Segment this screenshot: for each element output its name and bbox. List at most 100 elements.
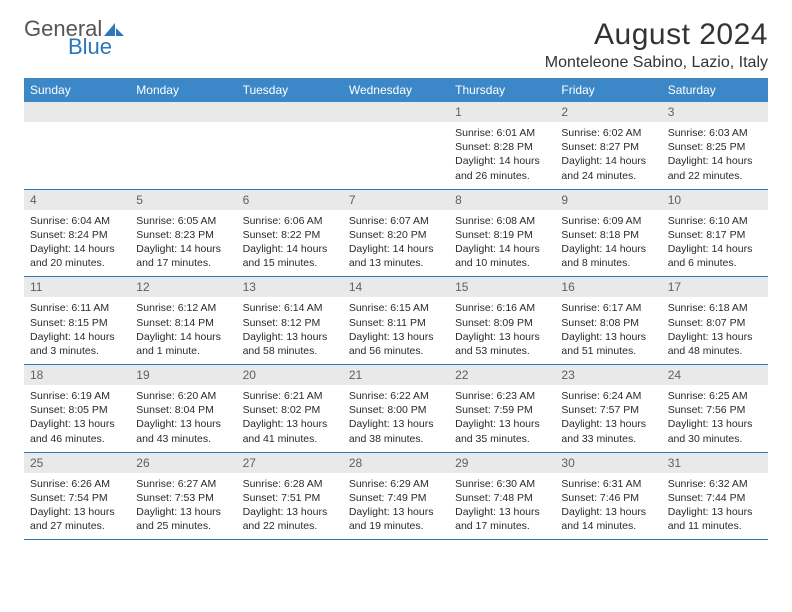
sunset-text: Sunset: 8:04 PM bbox=[136, 403, 230, 417]
calendar-week: 45678910Sunrise: 6:04 AMSunset: 8:24 PMD… bbox=[24, 190, 768, 278]
day-number: 5 bbox=[130, 190, 236, 210]
day-cell: Sunrise: 6:14 AMSunset: 8:12 PMDaylight:… bbox=[237, 297, 343, 364]
day-number: 10 bbox=[662, 190, 768, 210]
day2-text: and 58 minutes. bbox=[243, 344, 337, 358]
day-number: 23 bbox=[555, 365, 661, 385]
day1-text: Daylight: 14 hours bbox=[136, 242, 230, 256]
sunrise-text: Sunrise: 6:24 AM bbox=[561, 389, 655, 403]
calendar-week: 123Sunrise: 6:01 AMSunset: 8:28 PMDaylig… bbox=[24, 102, 768, 190]
sunset-text: Sunset: 8:19 PM bbox=[455, 228, 549, 242]
day2-text: and 53 minutes. bbox=[455, 344, 549, 358]
day-cell: Sunrise: 6:02 AMSunset: 8:27 PMDaylight:… bbox=[555, 122, 661, 189]
day-detail-row: Sunrise: 6:19 AMSunset: 8:05 PMDaylight:… bbox=[24, 385, 768, 452]
day2-text: and 33 minutes. bbox=[561, 432, 655, 446]
day1-text: Daylight: 14 hours bbox=[668, 154, 762, 168]
day1-text: Daylight: 14 hours bbox=[30, 330, 124, 344]
day-cell: Sunrise: 6:30 AMSunset: 7:48 PMDaylight:… bbox=[449, 473, 555, 540]
day2-text: and 19 minutes. bbox=[349, 519, 443, 533]
day-cell: Sunrise: 6:20 AMSunset: 8:04 PMDaylight:… bbox=[130, 385, 236, 452]
sunrise-text: Sunrise: 6:08 AM bbox=[455, 214, 549, 228]
day-cell: Sunrise: 6:25 AMSunset: 7:56 PMDaylight:… bbox=[662, 385, 768, 452]
day-cell: Sunrise: 6:11 AMSunset: 8:15 PMDaylight:… bbox=[24, 297, 130, 364]
day-number: 27 bbox=[237, 453, 343, 473]
col-wednesday: Wednesday bbox=[343, 78, 449, 102]
day-number: 4 bbox=[24, 190, 130, 210]
day-number: 29 bbox=[449, 453, 555, 473]
sunrise-text: Sunrise: 6:10 AM bbox=[668, 214, 762, 228]
sunrise-text: Sunrise: 6:03 AM bbox=[668, 126, 762, 140]
sunrise-text: Sunrise: 6:17 AM bbox=[561, 301, 655, 315]
day-number: 26 bbox=[130, 453, 236, 473]
sunset-text: Sunset: 8:28 PM bbox=[455, 140, 549, 154]
weekday-header-row: Sunday Monday Tuesday Wednesday Thursday… bbox=[24, 78, 768, 102]
day2-text: and 22 minutes. bbox=[243, 519, 337, 533]
day1-text: Daylight: 14 hours bbox=[349, 242, 443, 256]
sunset-text: Sunset: 7:44 PM bbox=[668, 491, 762, 505]
day2-text: and 20 minutes. bbox=[30, 256, 124, 270]
day1-text: Daylight: 14 hours bbox=[561, 242, 655, 256]
day2-text: and 10 minutes. bbox=[455, 256, 549, 270]
sunrise-text: Sunrise: 6:20 AM bbox=[136, 389, 230, 403]
day-detail-row: Sunrise: 6:26 AMSunset: 7:54 PMDaylight:… bbox=[24, 473, 768, 540]
col-friday: Friday bbox=[555, 78, 661, 102]
day2-text: and 26 minutes. bbox=[455, 169, 549, 183]
day-number-row: 123 bbox=[24, 102, 768, 122]
day2-text: and 38 minutes. bbox=[349, 432, 443, 446]
day1-text: Daylight: 13 hours bbox=[136, 417, 230, 431]
sunset-text: Sunset: 7:57 PM bbox=[561, 403, 655, 417]
sunset-text: Sunset: 7:51 PM bbox=[243, 491, 337, 505]
day2-text: and 17 minutes. bbox=[455, 519, 549, 533]
day-number bbox=[24, 102, 130, 122]
sunrise-text: Sunrise: 6:15 AM bbox=[349, 301, 443, 315]
sunset-text: Sunset: 8:14 PM bbox=[136, 316, 230, 330]
sunrise-text: Sunrise: 6:19 AM bbox=[30, 389, 124, 403]
sunrise-text: Sunrise: 6:09 AM bbox=[561, 214, 655, 228]
sunset-text: Sunset: 7:48 PM bbox=[455, 491, 549, 505]
day2-text: and 48 minutes. bbox=[668, 344, 762, 358]
day1-text: Daylight: 13 hours bbox=[668, 330, 762, 344]
sunrise-text: Sunrise: 6:27 AM bbox=[136, 477, 230, 491]
sunset-text: Sunset: 8:15 PM bbox=[30, 316, 124, 330]
day1-text: Daylight: 13 hours bbox=[668, 505, 762, 519]
day1-text: Daylight: 14 hours bbox=[668, 242, 762, 256]
day-cell: Sunrise: 6:31 AMSunset: 7:46 PMDaylight:… bbox=[555, 473, 661, 540]
day-number: 11 bbox=[24, 277, 130, 297]
day2-text: and 35 minutes. bbox=[455, 432, 549, 446]
sunset-text: Sunset: 8:02 PM bbox=[243, 403, 337, 417]
day-number: 8 bbox=[449, 190, 555, 210]
day-cell bbox=[237, 122, 343, 189]
sunrise-text: Sunrise: 6:18 AM bbox=[668, 301, 762, 315]
col-tuesday: Tuesday bbox=[237, 78, 343, 102]
col-sunday: Sunday bbox=[24, 78, 130, 102]
sunrise-text: Sunrise: 6:22 AM bbox=[349, 389, 443, 403]
day1-text: Daylight: 13 hours bbox=[455, 417, 549, 431]
day1-text: Daylight: 13 hours bbox=[30, 505, 124, 519]
day-cell: Sunrise: 6:27 AMSunset: 7:53 PMDaylight:… bbox=[130, 473, 236, 540]
day-number: 15 bbox=[449, 277, 555, 297]
day-cell: Sunrise: 6:26 AMSunset: 7:54 PMDaylight:… bbox=[24, 473, 130, 540]
day-number-row: 25262728293031 bbox=[24, 453, 768, 473]
day-cell: Sunrise: 6:16 AMSunset: 8:09 PMDaylight:… bbox=[449, 297, 555, 364]
day2-text: and 30 minutes. bbox=[668, 432, 762, 446]
day1-text: Daylight: 13 hours bbox=[668, 417, 762, 431]
day-number: 21 bbox=[343, 365, 449, 385]
calendar-week: 11121314151617Sunrise: 6:11 AMSunset: 8:… bbox=[24, 277, 768, 365]
day-cell: Sunrise: 6:21 AMSunset: 8:02 PMDaylight:… bbox=[237, 385, 343, 452]
day-cell: Sunrise: 6:17 AMSunset: 8:08 PMDaylight:… bbox=[555, 297, 661, 364]
day-number: 12 bbox=[130, 277, 236, 297]
calendar: Sunday Monday Tuesday Wednesday Thursday… bbox=[24, 78, 768, 540]
day1-text: Daylight: 14 hours bbox=[561, 154, 655, 168]
day1-text: Daylight: 13 hours bbox=[30, 417, 124, 431]
day-number: 19 bbox=[130, 365, 236, 385]
day-cell: Sunrise: 6:09 AMSunset: 8:18 PMDaylight:… bbox=[555, 210, 661, 277]
day2-text: and 27 minutes. bbox=[30, 519, 124, 533]
day-number: 14 bbox=[343, 277, 449, 297]
day-number: 25 bbox=[24, 453, 130, 473]
day1-text: Daylight: 13 hours bbox=[455, 505, 549, 519]
col-thursday: Thursday bbox=[449, 78, 555, 102]
day-number-row: 45678910 bbox=[24, 190, 768, 210]
sunset-text: Sunset: 7:56 PM bbox=[668, 403, 762, 417]
sunrise-text: Sunrise: 6:14 AM bbox=[243, 301, 337, 315]
day-cell: Sunrise: 6:32 AMSunset: 7:44 PMDaylight:… bbox=[662, 473, 768, 540]
day-cell: Sunrise: 6:06 AMSunset: 8:22 PMDaylight:… bbox=[237, 210, 343, 277]
